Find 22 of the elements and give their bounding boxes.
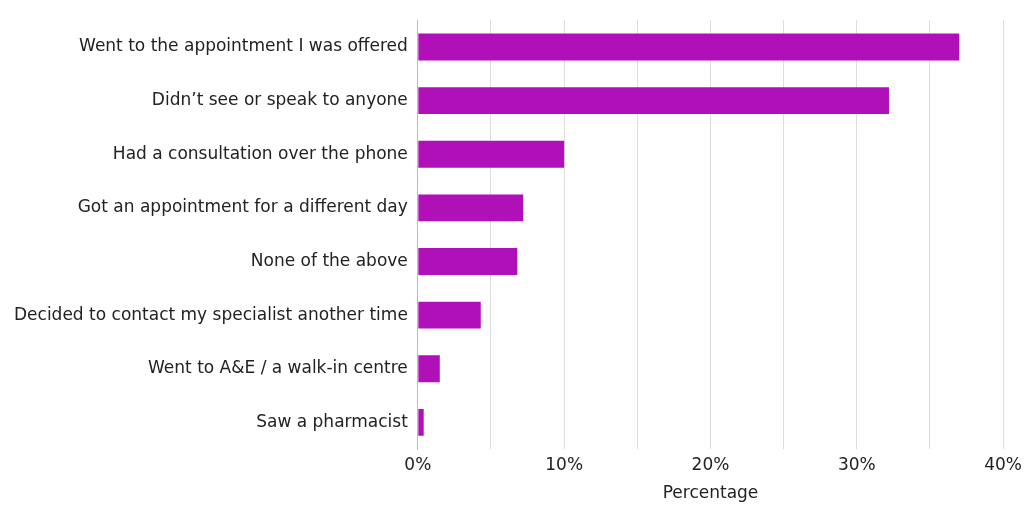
bar [418,408,424,436]
bar [418,33,960,61]
x-tick-label: 0% [404,453,432,474]
y-tick-label: Got an appointment for a different day [77,196,408,217]
bar [418,301,481,329]
y-tick-label: Had a consultation over the phone [112,142,408,163]
y-tick-label: Decided to contact my specialist another time [14,303,408,324]
x-tick-label: 10% [545,453,584,474]
y-tick-label: Went to A&E / a walk-in centre [148,357,408,378]
bar [418,248,518,275]
bar [418,355,440,383]
y-tick-label: Went to the appointment I was offered [79,35,408,56]
x-tick-label: 30% [837,453,876,474]
y-tick-label: Didn’t see or speak to anyone [151,89,408,110]
x-tick-label: 20% [691,453,730,474]
bar [418,140,565,168]
y-tick-label: Saw a pharmacist [256,410,409,431]
x-axis-title: Percentage [662,482,759,503]
bar [418,87,889,115]
x-tick-label: 40% [984,453,1023,474]
y-tick-label: None of the above [250,249,408,270]
bar [418,194,524,222]
